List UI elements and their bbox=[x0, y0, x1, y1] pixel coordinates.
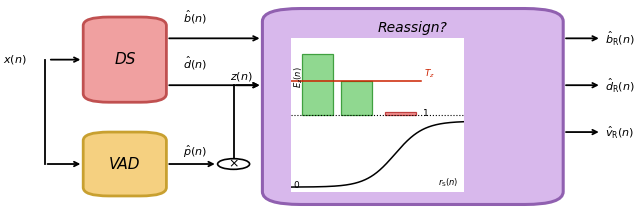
FancyBboxPatch shape bbox=[83, 17, 166, 102]
Text: $\hat{d}(n)$: $\hat{d}(n)$ bbox=[183, 55, 207, 72]
Circle shape bbox=[218, 159, 250, 169]
Text: $\hat{b}_{\mathrm{R}}(n)$: $\hat{b}_{\mathrm{R}}(n)$ bbox=[605, 29, 634, 47]
Text: $\times$: $\times$ bbox=[228, 157, 239, 171]
Text: $\hat{p}(n)$: $\hat{p}(n)$ bbox=[183, 143, 207, 160]
Text: $x(n)$: $x(n)$ bbox=[3, 53, 27, 66]
Text: $\hat{v}_{\mathrm{R}}(n)$: $\hat{v}_{\mathrm{R}}(n)$ bbox=[605, 124, 634, 140]
Text: Reassign?: Reassign? bbox=[378, 21, 448, 35]
FancyBboxPatch shape bbox=[262, 9, 563, 204]
Text: $\hat{d}_{\mathrm{R}}(n)$: $\hat{d}_{\mathrm{R}}(n)$ bbox=[605, 76, 634, 94]
Text: $\hat{b}(n)$: $\hat{b}(n)$ bbox=[183, 8, 207, 26]
Text: VAD: VAD bbox=[109, 157, 141, 171]
Text: $z(n)$: $z(n)$ bbox=[230, 70, 253, 83]
Text: DS: DS bbox=[114, 52, 136, 67]
FancyBboxPatch shape bbox=[83, 132, 166, 196]
